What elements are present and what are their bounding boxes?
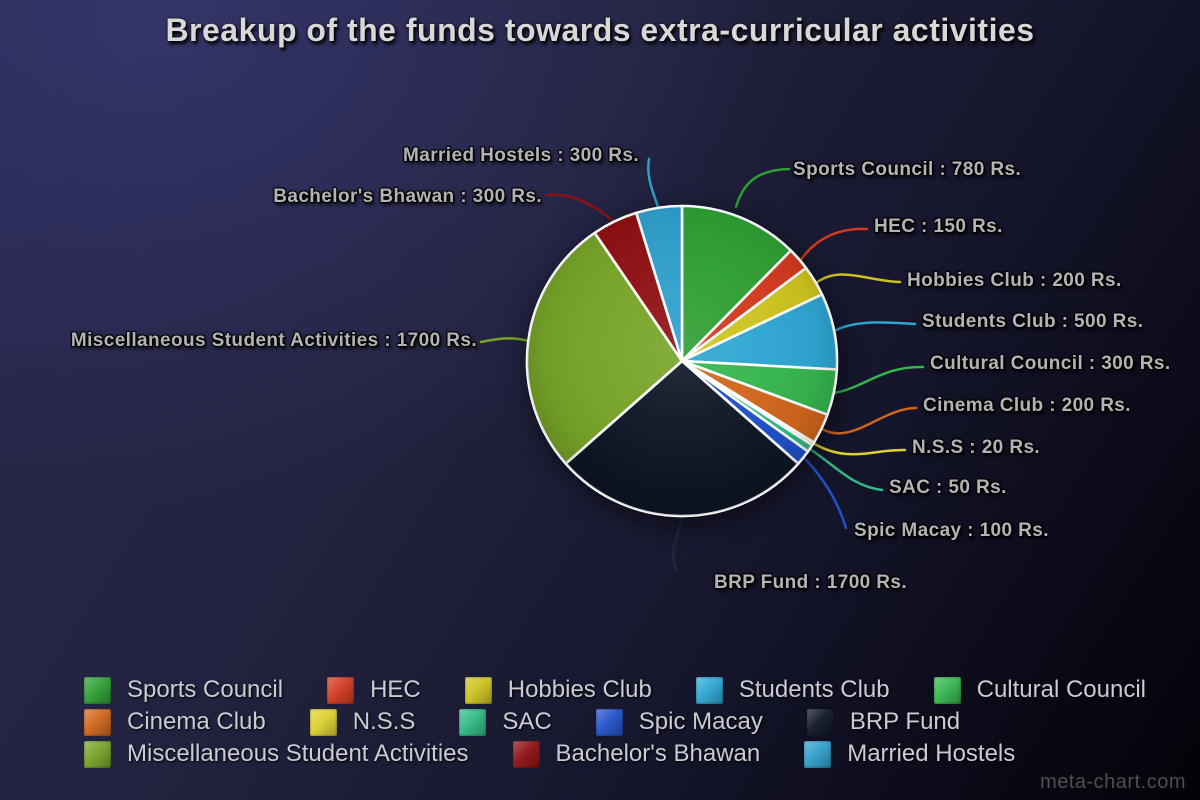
legend-item-cinema-club: Cinema Club bbox=[84, 708, 266, 736]
slice-label-brp-fund: BRP Fund : 1700 Rs. bbox=[714, 572, 908, 593]
legend-label: SAC bbox=[502, 708, 552, 735]
legend-row: Cinema Club N.S.S SAC Spic Macay BRP Fund bbox=[84, 708, 1164, 736]
legend-item-students-club: Students Club bbox=[695, 676, 890, 704]
legend-item-married-hostels: Married Hostels bbox=[804, 740, 1015, 768]
legend-item-spic-macay: Spic Macay bbox=[595, 708, 763, 736]
legend-label: HEC bbox=[370, 676, 421, 703]
callout-line-spic-macay bbox=[801, 455, 848, 530]
slice-label-hec: HEC : 150 Rs. bbox=[874, 216, 1003, 237]
legend-item-bachelor-s-bhawan: Bachelor's Bhawan bbox=[512, 740, 761, 768]
legend-swatch-icon bbox=[695, 676, 723, 704]
legend-swatch-icon bbox=[933, 676, 961, 704]
slice-label-hobbies-club: Hobbies Club : 200 Rs. bbox=[907, 270, 1122, 291]
legend-item-brp-fund: BRP Fund bbox=[806, 708, 961, 736]
legend-label: Married Hostels bbox=[847, 740, 1016, 767]
callout-line-sac bbox=[808, 447, 884, 492]
legend-item-cultural-council: Cultural Council bbox=[933, 676, 1147, 704]
legend-label: Sports Council bbox=[127, 676, 284, 703]
callout-line-miscellaneous-student-activities bbox=[479, 337, 530, 344]
callout-line-cinema-club bbox=[820, 406, 918, 435]
legend-swatch-icon bbox=[309, 708, 337, 736]
callout-line-students-club bbox=[834, 321, 917, 332]
slice-label-cinema-club: Cinema Club : 200 Rs. bbox=[923, 395, 1131, 416]
legend-row: Miscellaneous Student Activities Bachelor… bbox=[84, 740, 1164, 768]
watermark: meta-chart.com bbox=[1040, 771, 1186, 793]
legend-swatch-icon bbox=[512, 740, 540, 768]
legend-swatch-icon bbox=[595, 708, 623, 736]
legend-item-hec: HEC bbox=[327, 676, 421, 704]
legend-item-miscellaneous-student-activities: Miscellaneous Student Activities bbox=[84, 740, 469, 768]
slice-label-bachelor-s-bhawan: Bachelor's Bhawan : 300 Rs. bbox=[273, 186, 542, 207]
legend-item-hobbies-club: Hobbies Club bbox=[464, 676, 652, 704]
callout-line-sports-council bbox=[734, 167, 791, 209]
callout-line-hobbies-club bbox=[814, 273, 902, 285]
legend-label: Cultural Council bbox=[976, 676, 1147, 703]
legend-swatch-icon bbox=[84, 740, 111, 768]
callout-line-brp-fund bbox=[672, 515, 685, 573]
legend-label: N.S.S bbox=[352, 708, 416, 735]
pie-slices bbox=[525, 204, 839, 518]
callout-line-hec bbox=[798, 227, 869, 263]
legend-swatch-icon bbox=[464, 676, 492, 704]
callout-line-cultural-council bbox=[832, 365, 925, 395]
legend-swatch-icon bbox=[84, 676, 111, 704]
slice-label-miscellaneous-student-activities: Miscellaneous Student Activities : 1700 … bbox=[70, 330, 477, 351]
legend-swatch-icon bbox=[806, 708, 834, 736]
legend-label: Students Club bbox=[738, 676, 890, 703]
slice-label-married-hostels: Married Hostels : 300 Rs. bbox=[403, 145, 639, 166]
legend-item-n-s-s: N.S.S bbox=[309, 708, 416, 736]
legend-swatch-icon bbox=[327, 676, 355, 704]
legend-label: Hobbies Club bbox=[507, 676, 652, 703]
legend-row: Sports Council HEC Hobbies Club Students Cl… bbox=[84, 676, 1164, 704]
slice-label-spic-macay: Spic Macay : 100 Rs. bbox=[854, 520, 1049, 541]
slice-label-n-s-s: N.S.S : 20 Rs. bbox=[912, 437, 1041, 458]
legend-label: Miscellaneous Student Activities bbox=[127, 740, 469, 767]
callout-line-married-hostels bbox=[647, 157, 660, 209]
callout-line-bachelor-s-bhawan bbox=[545, 193, 615, 223]
legend-label: Bachelor's Bhawan bbox=[555, 740, 761, 767]
legend-label: BRP Fund bbox=[849, 708, 961, 735]
callout-lines bbox=[479, 157, 925, 573]
legend-item-sports-council: Sports Council bbox=[84, 676, 283, 704]
legend-swatch-icon bbox=[459, 708, 487, 736]
callout-line-n-s-s bbox=[811, 441, 907, 456]
slice-label-sports-council: Sports Council : 780 Rs. bbox=[793, 159, 1022, 180]
legend-item-sac: SAC bbox=[459, 708, 552, 736]
legend-swatch-icon bbox=[84, 708, 111, 736]
legend-label: Cinema Club bbox=[127, 708, 266, 735]
legend-swatch-icon bbox=[804, 740, 832, 768]
legend: Sports Council HEC Hobbies Club Students Cl… bbox=[84, 676, 1164, 768]
slice-label-cultural-council: Cultural Council : 300 Rs. bbox=[930, 353, 1171, 374]
legend-label: Spic Macay bbox=[638, 708, 763, 735]
chart-title: Breakup of the funds towards extra-curri… bbox=[165, 12, 1035, 48]
pie-shading bbox=[527, 206, 837, 516]
slice-label-students-club: Students Club : 500 Rs. bbox=[922, 311, 1144, 332]
slice-label-sac: SAC : 50 Rs. bbox=[889, 477, 1007, 498]
